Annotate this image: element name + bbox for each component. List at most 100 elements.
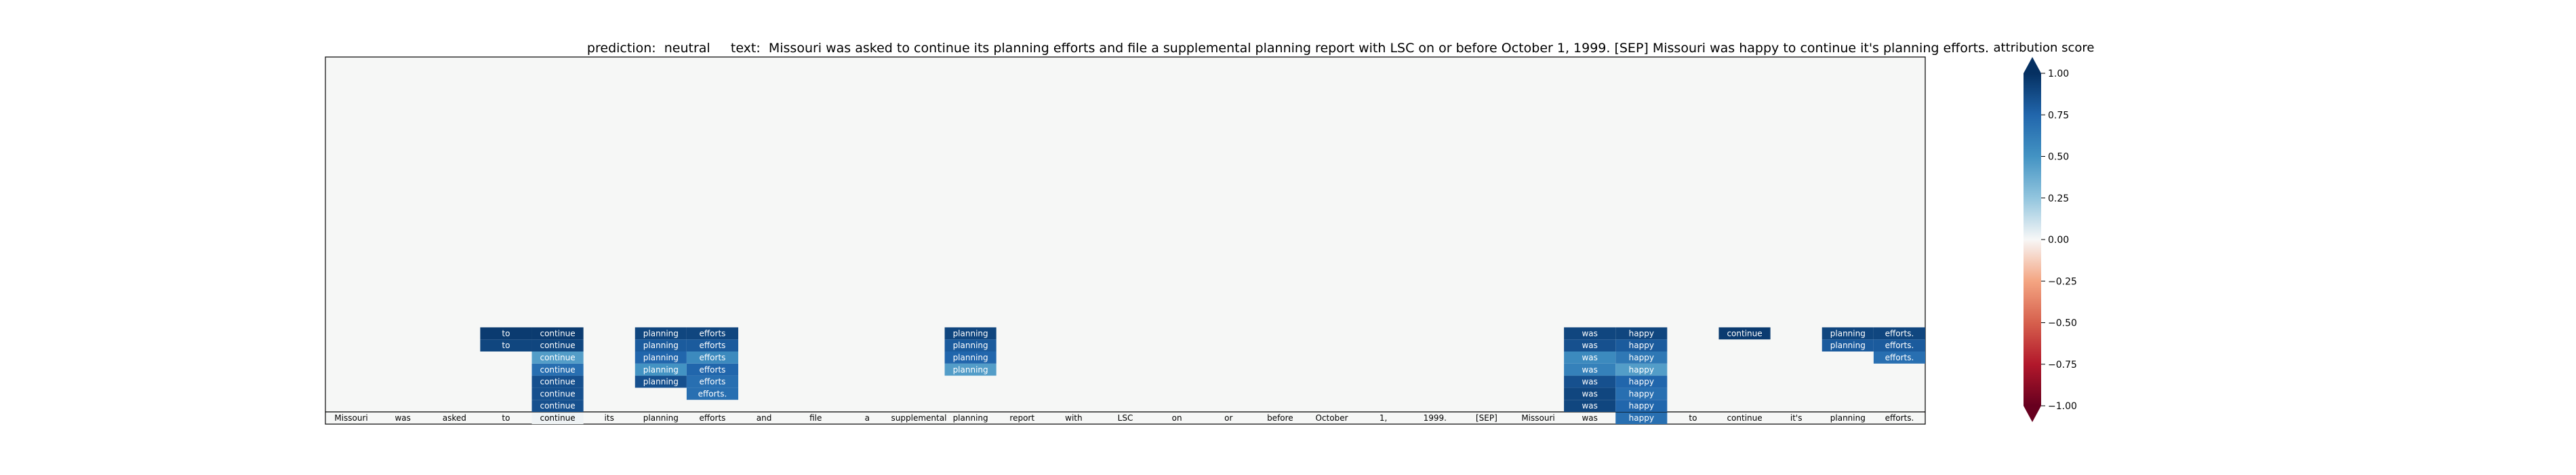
heatmap-cell-19	[635, 352, 687, 364]
heatmap-cell-20	[686, 352, 739, 364]
colorbar-tick-label-8: −1.00	[2048, 401, 2077, 412]
heatmap-cell-label-13: planning	[643, 365, 679, 375]
heatmap-cell-3	[531, 387, 584, 400]
token-label-23: Missouri	[1521, 413, 1554, 423]
heatmap-cell-label-4: efforts.	[698, 389, 727, 398]
heatmap-cell-13	[635, 363, 687, 376]
token-label-19: October	[1316, 413, 1348, 423]
heatmap-cell-33	[1873, 339, 1925, 352]
token-label-9: file	[809, 413, 822, 423]
chart-title: prediction: neutral text: Missouri was a…	[586, 41, 1990, 56]
heatmap-cell-14	[686, 363, 739, 376]
heatmap-cell-38	[944, 327, 997, 340]
heatmap-cell-label-35: continue	[540, 328, 575, 338]
heatmap-cell-label-3: continue	[540, 389, 575, 398]
token-label-15: LSC	[1118, 413, 1133, 423]
token-label-4: continue	[540, 413, 575, 423]
heatmap-cell-label-17: happy	[1629, 365, 1654, 375]
heatmap-cell-label-0: continue	[540, 401, 575, 411]
token-label-6: planning	[643, 413, 679, 423]
token-label-14: with	[1065, 413, 1082, 423]
colorbar-tick-label-3: 0.25	[2048, 193, 2069, 204]
heatmap-cell-12	[531, 363, 584, 376]
heatmap-cell-26	[531, 339, 584, 352]
heatmap-cell-39	[1564, 327, 1616, 340]
heatmap-cell-41	[1718, 327, 1771, 340]
heatmap-cell-label-25: to	[502, 341, 510, 350]
heatmap-cell-37	[686, 327, 739, 340]
colorbar	[2024, 73, 2041, 406]
heatmap-cell-label-23: happy	[1629, 353, 1654, 362]
heatmap-cell-label-8: planning	[643, 377, 679, 387]
heatmap-cell-32	[1822, 339, 1874, 352]
heatmap-cell-label-28: efforts	[700, 341, 726, 350]
colorbar-tick-label-5: −0.25	[2048, 276, 2077, 287]
token-label-2: asked	[443, 413, 466, 423]
heatmap-cell-27	[635, 339, 687, 352]
heatmap-cell-label-7: continue	[540, 377, 575, 387]
colorbar-tick-label-2: 0.50	[2048, 152, 2069, 163]
heatmap-cell-label-21: planning	[953, 353, 988, 362]
heatmap-cell-7	[531, 375, 584, 388]
heatmap-cell-label-20: efforts	[700, 353, 726, 362]
heatmap-cell-34	[480, 327, 532, 340]
token-cell-25	[1615, 412, 1668, 424]
heatmap-cell-1	[1564, 400, 1616, 412]
heatmap-cell-label-1: was	[1582, 401, 1597, 411]
heatmap-cell-label-38: planning	[953, 328, 988, 338]
heatmap-cell-label-11: happy	[1629, 377, 1654, 387]
heatmap-cell-label-22: was	[1582, 353, 1597, 362]
heatmap-cell-label-24: efforts.	[1885, 353, 1914, 362]
heatmap-cell-label-16: was	[1582, 365, 1597, 375]
token-label-26: to	[1689, 413, 1697, 423]
heatmap-cell-4	[686, 387, 739, 400]
heatmap-cell-label-29: planning	[953, 341, 988, 350]
heatmap-cell-30	[1564, 339, 1616, 352]
token-label-17: or	[1224, 413, 1232, 423]
heatmap-cell-label-2: happy	[1629, 401, 1654, 411]
token-label-29: planning	[1830, 413, 1866, 423]
heatmap-cell-label-33: efforts.	[1885, 341, 1914, 350]
heatmap-cell-15	[944, 363, 997, 376]
heatmap-cell-43	[1873, 327, 1925, 340]
heatmap-cell-label-41: continue	[1727, 328, 1762, 338]
heatmap-cell-29	[944, 339, 997, 352]
heatmap-cell-label-18: continue	[540, 353, 575, 362]
colorbar-tick-label-0: 1.00	[2048, 69, 2069, 79]
heatmap-cell-label-40: happy	[1629, 328, 1654, 338]
heatmap-cell-40	[1615, 327, 1668, 340]
heatmap-cell-9	[686, 375, 739, 388]
colorbar-extend-bottom	[2024, 406, 2041, 422]
token-label-7: efforts	[700, 413, 726, 423]
heatmap-cell-36	[635, 327, 687, 340]
token-cell-4	[531, 412, 584, 424]
heatmap-cell-6	[1615, 387, 1668, 400]
heatmap-cell-label-34: to	[502, 328, 510, 338]
token-label-28: it's	[1790, 413, 1803, 423]
heatmap-cell-label-26: continue	[540, 341, 575, 350]
heatmap-cell-label-39: was	[1582, 328, 1597, 338]
token-label-1: was	[395, 413, 410, 423]
heatmap-cell-16	[1564, 363, 1616, 376]
heatmap-cell-25	[480, 339, 532, 352]
token-label-8: and	[757, 413, 772, 423]
heatmap-cell-label-43: efforts.	[1885, 328, 1914, 338]
heatmap-cell-label-6: happy	[1629, 389, 1654, 398]
token-label-21: 1999.	[1424, 413, 1447, 423]
heatmap-cell-10	[1564, 375, 1616, 388]
heatmap-cell-18	[531, 352, 584, 364]
heatmap-cell-31	[1615, 339, 1668, 352]
heatmap-cell-label-36: planning	[643, 328, 679, 338]
heatmap-cell-label-10: was	[1582, 377, 1597, 387]
token-label-22: [SEP]	[1476, 413, 1497, 423]
heatmap-cell-label-14: efforts	[700, 365, 726, 375]
token-label-13: report	[1009, 413, 1034, 423]
token-label-18: before	[1267, 413, 1293, 423]
heatmap-cell-label-32: planning	[1830, 341, 1866, 350]
token-label-0: Missouri	[334, 413, 367, 423]
heatmap-cell-21	[944, 352, 997, 364]
heatmap-cell-2	[1615, 400, 1668, 412]
heatmap-cell-5	[1564, 387, 1616, 400]
colorbar-extend-top	[2024, 57, 2041, 73]
heatmap-cell-label-5: was	[1582, 389, 1597, 398]
